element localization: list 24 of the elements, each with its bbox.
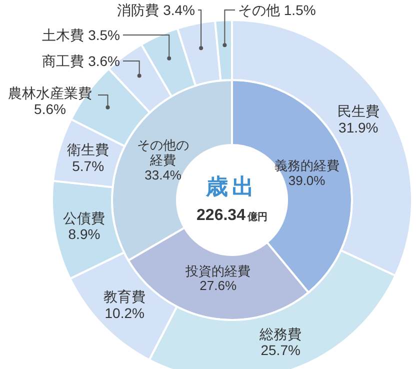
slice-label: 公債費 <box>63 210 106 226</box>
data-label: 27.6% <box>200 278 237 294</box>
slice-label: 衛生費 <box>67 142 110 158</box>
data-label: 33.4% <box>144 167 182 182</box>
slice-label: 消防費 3.4% <box>117 2 195 18</box>
data-label: 10.2% <box>104 304 144 321</box>
slice-label: 教育費 <box>104 288 146 305</box>
data-label: 25.7% <box>260 342 300 358</box>
data-label: 5.6% <box>34 101 66 118</box>
slice-label: 農林水産業費 <box>8 85 92 101</box>
slice-label: 民生費 <box>337 103 380 120</box>
text: 226.34億円 <box>196 207 268 224</box>
data-label: 39.0% <box>288 173 326 188</box>
slice-label: 義務的経費 <box>274 158 340 174</box>
data-label: 31.9% <box>338 119 378 136</box>
data-label: 8.9% <box>68 226 100 242</box>
slice-label: 総務費 <box>258 326 302 342</box>
slice-label: その他 1.5% <box>238 2 316 18</box>
slice-label: 土木費 3.5% <box>42 27 120 43</box>
data-label: 5.7% <box>72 158 104 174</box>
slice-label: 投資的経費 <box>184 263 251 278</box>
text: 歳出 <box>205 174 258 199</box>
slice-label: その他の経費 <box>137 137 190 168</box>
slice-label: 商工費 3.6% <box>42 53 120 69</box>
